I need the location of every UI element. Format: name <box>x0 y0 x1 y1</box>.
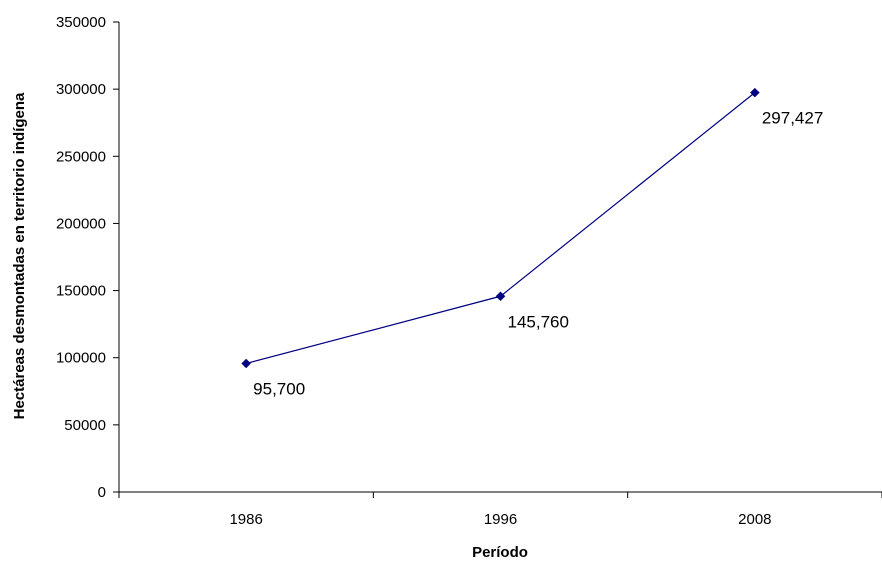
y-tick-label: 300000 <box>56 81 106 98</box>
y-tick-label: 150000 <box>56 283 106 300</box>
y-tick-label: 350000 <box>56 14 106 31</box>
x-axis-title: Período <box>472 544 528 561</box>
y-tick-label: 100000 <box>56 350 106 367</box>
y-tick-label: 200000 <box>56 215 106 232</box>
series-line <box>246 92 756 365</box>
data-labels: 95,700 145,760 297,427 <box>253 109 823 399</box>
data-point-marker <box>495 291 506 302</box>
axes <box>113 21 882 498</box>
data-label: 145,760 <box>508 312 569 331</box>
y-tick-label: 50000 <box>64 417 106 434</box>
x-tick-label: 1996 <box>484 511 517 528</box>
series-layer <box>241 87 760 369</box>
tick-labels: 0 50000 100000 150000 200000 250000 300000 3500… <box>56 14 772 528</box>
data-point-marker <box>241 358 252 369</box>
y-tick-label: 250000 <box>56 148 106 165</box>
y-tick-label: 0 <box>98 484 106 501</box>
data-label: 95,700 <box>253 379 305 398</box>
data-label: 297,427 <box>762 109 823 128</box>
x-tick-label: 1986 <box>229 511 262 528</box>
data-point-marker <box>749 87 760 98</box>
y-axis-title: Hectáreas desmontadas en territorio indí… <box>11 92 28 419</box>
x-tick-label: 2008 <box>738 511 771 528</box>
